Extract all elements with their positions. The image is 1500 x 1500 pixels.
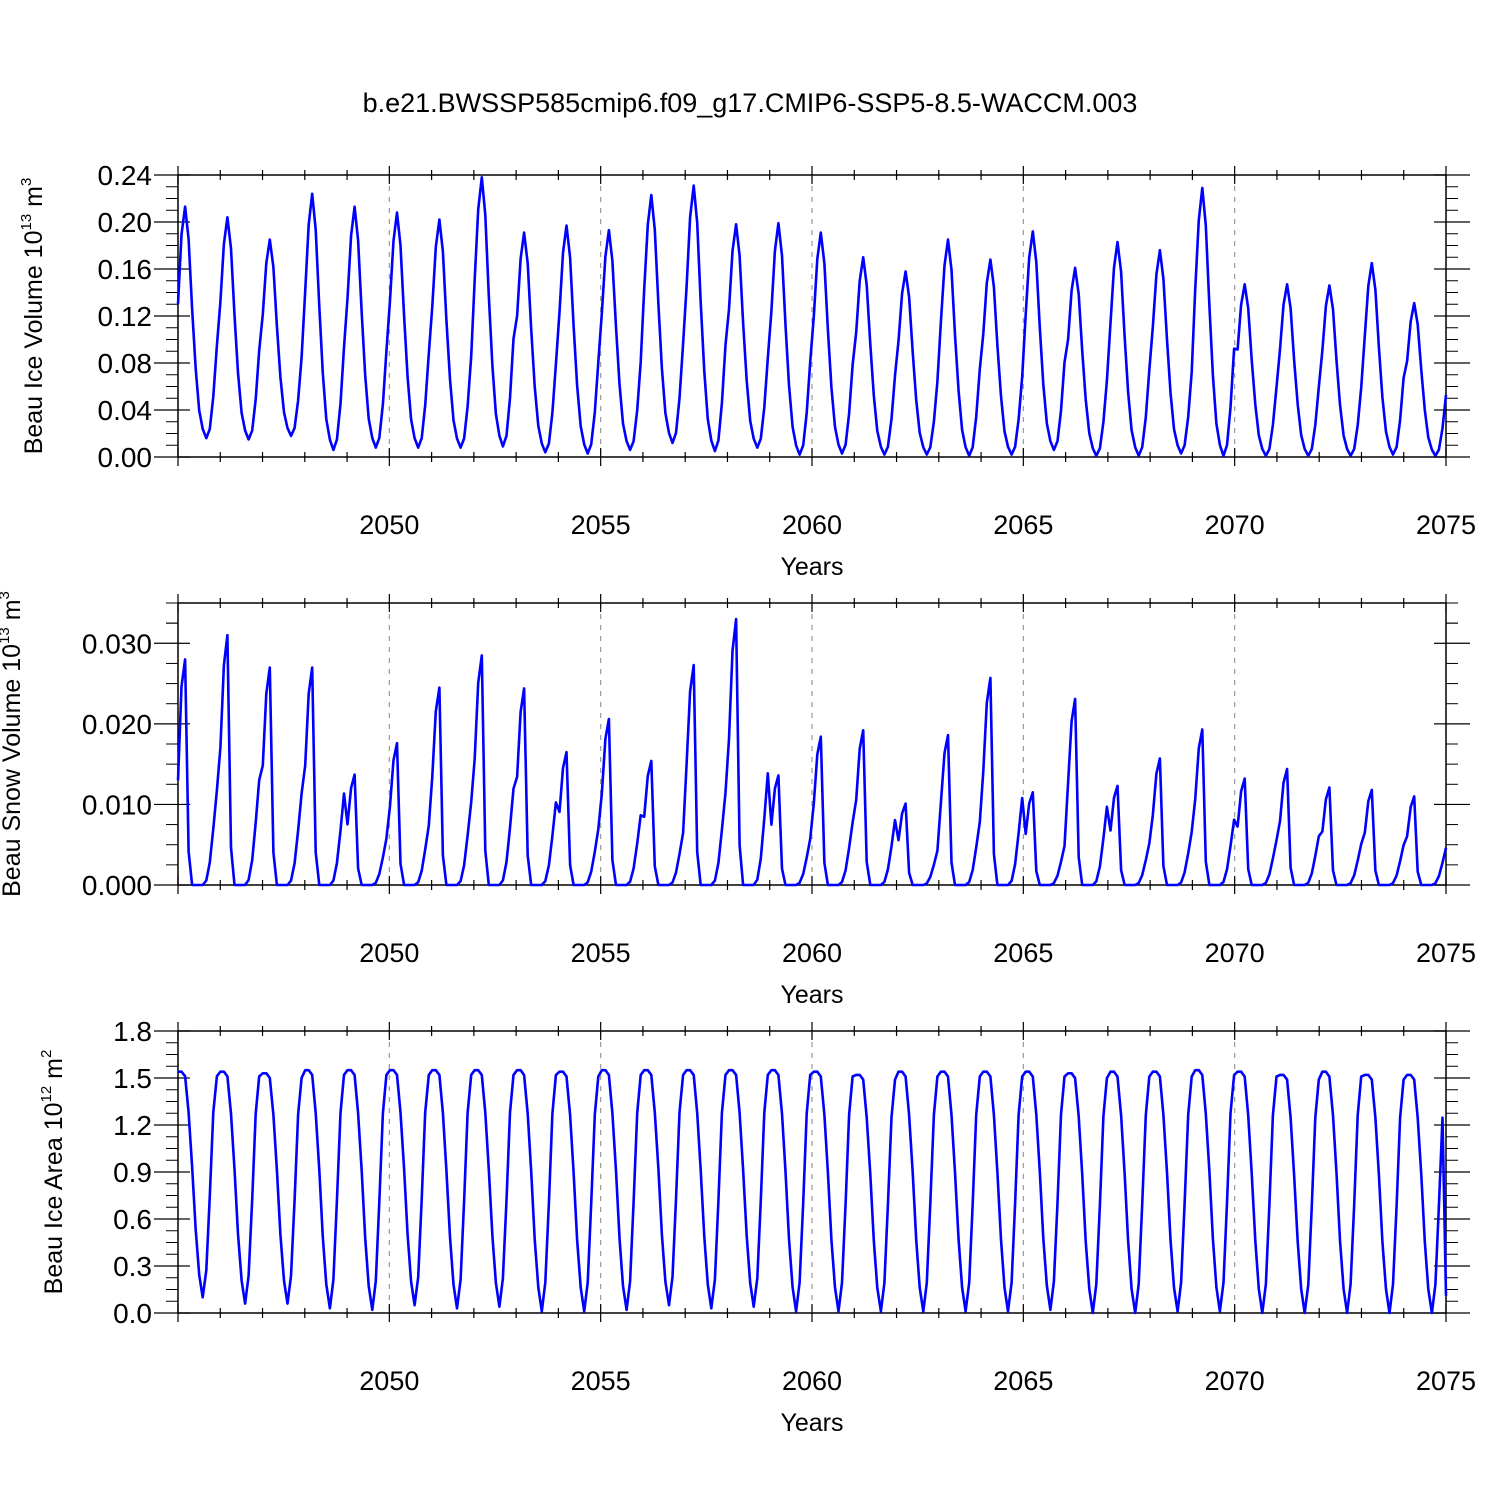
y-tick-label: 0.20 [98, 207, 153, 238]
y-tick-label: 0.000 [82, 870, 152, 901]
x-tick-label: 2070 [1205, 510, 1265, 540]
x-tick-label: 2065 [993, 510, 1053, 540]
x-tick-label: 2060 [782, 1366, 842, 1396]
y-tick-label: 0.16 [98, 254, 153, 285]
x-tick-label: 2060 [782, 510, 842, 540]
x-tick-label: 2075 [1416, 510, 1476, 540]
x-axis-label: Years [780, 553, 843, 581]
series-line [178, 1068, 1448, 1315]
y-tick-label: 0.04 [98, 395, 153, 426]
y-tick-label: 0.00 [98, 442, 153, 473]
y-tick-label: 0.020 [82, 709, 152, 740]
y-tick-label: 1.8 [113, 1016, 152, 1047]
x-tick-label: 2070 [1205, 938, 1265, 968]
x-tick-label: 2070 [1205, 1366, 1265, 1396]
y-axis-label: Beau Snow Volume 1013 m3 [0, 591, 26, 897]
y-tick-label: 0.24 [98, 160, 153, 191]
y-axis-label-unit-exponent: 2 [38, 1050, 55, 1058]
y-axis-label-text: Beau Ice Area 10 [40, 1103, 68, 1295]
y-axis-label-unit: m [0, 599, 26, 627]
y-tick-label: 1.5 [113, 1063, 152, 1094]
x-tick-label: 2065 [993, 938, 1053, 968]
y-axis-label-unit: m [20, 186, 48, 214]
y-tick-label: 0.3 [113, 1251, 152, 1282]
ice-area-panel: 2050 2055 2060 2065 2070 2075 Years 0.0 0.3 0.6 0.… [38, 1016, 1476, 1437]
series-line [176, 617, 1448, 887]
y-axis-label: Beau Ice Area 1012 m2 [38, 1050, 68, 1295]
plot-frame [177, 602, 1447, 886]
x-tick-label: 2055 [571, 938, 631, 968]
ice-volume-panel: 2050 2055 2060 2065 2070 2075 Years 0.00 0.04 0.0… [18, 160, 1476, 581]
snow-volume-panel: 2050 2055 2060 2065 2070 2075 Years 0.000 0.010 0… [0, 591, 1476, 1009]
x-tick-label: 2050 [359, 1366, 419, 1396]
y-axis-label-exponent: 12 [38, 1086, 55, 1103]
y-axis-label-exponent: 13 [0, 627, 13, 644]
y-axis-label-exponent: 13 [18, 214, 35, 231]
y-axis-label-unit-exponent: 3 [0, 591, 13, 599]
y-tick-label: 0.9 [113, 1157, 152, 1188]
y-tick-label: 0.030 [82, 628, 152, 659]
x-tick-label: 2065 [993, 1366, 1053, 1396]
y-tick-label: 0.6 [113, 1204, 152, 1235]
chart-title: b.e21.BWSSP585cmip6.f09_g17.CMIP6-SSP5-8… [363, 88, 1138, 118]
x-axis-label: Years [780, 981, 843, 1009]
x-tick-label: 2075 [1416, 1366, 1476, 1396]
x-tick-label: 2050 [359, 938, 419, 968]
y-axis-label-unit-exponent: 3 [18, 178, 35, 186]
y-tick-label: 0.12 [98, 301, 153, 332]
y-tick-label: 0.010 [82, 789, 152, 820]
x-tick-label: 2075 [1416, 938, 1476, 968]
y-axis-label-unit: m [40, 1058, 68, 1086]
x-tick-label: 2050 [359, 510, 419, 540]
x-tick-label: 2060 [782, 938, 842, 968]
x-tick-label: 2055 [571, 510, 631, 540]
y-tick-label: 0.08 [98, 348, 153, 379]
y-tick-label: 1.2 [113, 1110, 152, 1141]
y-tick-label: 0.0 [113, 1298, 152, 1329]
x-tick-label: 2055 [571, 1366, 631, 1396]
y-axis-label-text: Beau Ice Volume 10 [20, 231, 48, 455]
x-axis-label: Years [780, 1409, 843, 1437]
series-line [176, 176, 1448, 458]
y-axis-label: Beau Ice Volume 1013 m3 [18, 178, 48, 455]
y-axis-label-text: Beau Snow Volume 10 [0, 644, 26, 897]
